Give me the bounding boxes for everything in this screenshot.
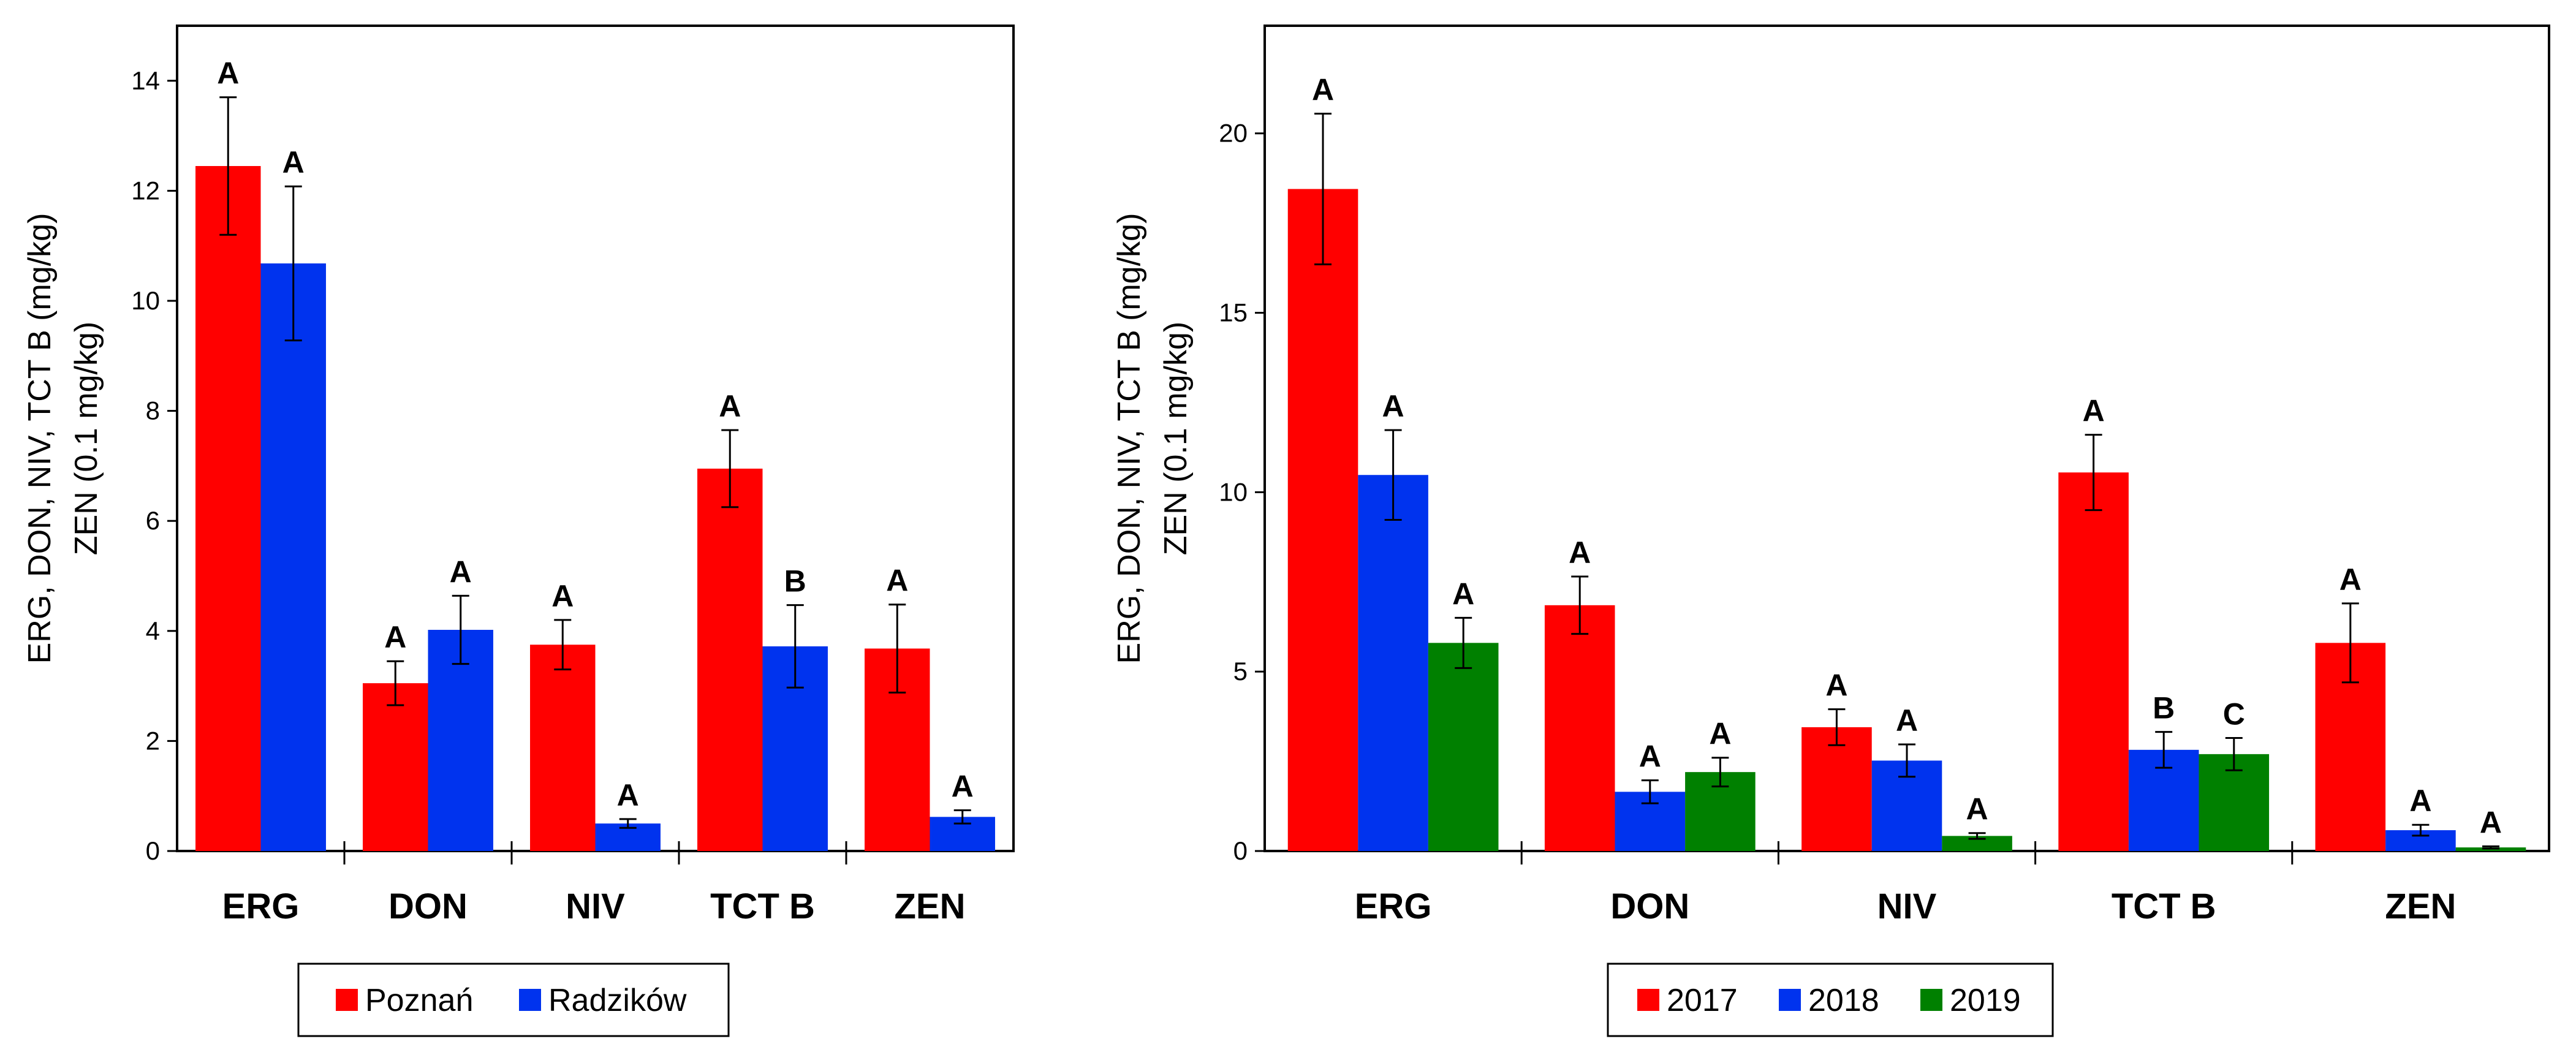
category-label: TCT B	[710, 887, 815, 926]
legend-label: 2017	[1667, 983, 1738, 1018]
bar	[1287, 189, 1358, 852]
legend-label: 2019	[1950, 983, 2021, 1018]
significance-label: A	[2409, 784, 2431, 818]
legend-box	[1607, 963, 2054, 1037]
significance-label: A	[617, 778, 639, 812]
significance-label: A	[1312, 72, 1334, 107]
significance-label: A	[282, 145, 305, 180]
legend-swatch	[1920, 989, 1942, 1011]
significance-label: A	[1569, 535, 1591, 570]
bar	[697, 468, 763, 851]
legend-box	[297, 963, 730, 1037]
bar	[1428, 643, 1499, 851]
y-tick-label: 4	[146, 616, 160, 645]
bar	[260, 263, 326, 851]
significance-label: A	[1825, 668, 1847, 703]
category-label: ZEN	[2385, 887, 2456, 926]
significance-label: A	[450, 554, 472, 589]
y-tick-label: 15	[1219, 298, 1248, 327]
legend-swatch	[336, 989, 358, 1011]
legend-swatch	[519, 989, 541, 1011]
significance-label: A	[1382, 389, 1404, 423]
significance-label: A	[551, 579, 574, 613]
legend-swatch	[1637, 989, 1659, 1011]
significance-label: C	[2223, 697, 2245, 732]
y-tick-label: 10	[131, 286, 160, 315]
significance-label: A	[217, 56, 239, 91]
category-label: DON	[388, 887, 468, 926]
y-tick-label: 12	[131, 176, 160, 205]
y-tick-label: 0	[146, 836, 160, 865]
bar	[428, 630, 493, 851]
category-label: NIV	[566, 887, 625, 926]
significance-label: A	[2480, 805, 2502, 839]
right-chart: 0 5 10 15 20 ERG, DON, NIV, TCT B (mg/kg) ZEN …	[1112, 25, 2550, 1037]
y-tick-label: 20	[1219, 119, 1248, 148]
y-tick-label: 6	[146, 506, 160, 535]
significance-label: A	[1709, 717, 1731, 751]
y-tick-label: 0	[1233, 836, 1248, 865]
significance-label: A	[1966, 792, 1988, 827]
category-label: ERG	[1355, 887, 1432, 926]
significance-label: A	[719, 389, 741, 423]
category-label: NIV	[1877, 887, 1937, 926]
significance-label: A	[1452, 577, 1474, 611]
bar	[530, 645, 596, 851]
y-tick-label: 8	[146, 396, 160, 425]
y-axis-label: ZEN (0.1 mg/kg)	[69, 322, 104, 555]
bar	[363, 683, 428, 851]
significance-label: B	[2153, 691, 2175, 725]
category-label: DON	[1610, 887, 1689, 926]
y-axis-label: ERG, DON, NIV, TCT B (mg/kg)	[22, 213, 58, 664]
significance-label: A	[2083, 394, 2105, 428]
legend-label: 2018	[1808, 983, 1879, 1018]
significance-label: A	[1639, 740, 1661, 774]
significance-label: B	[784, 564, 806, 599]
legend-label: Poznań	[365, 983, 473, 1018]
significance-label: A	[384, 620, 406, 654]
category-label: ZEN	[895, 887, 966, 926]
category-label: TCT B	[2112, 887, 2216, 926]
bar	[2058, 472, 2129, 851]
y-axis-label: ERG, DON, NIV, TCT B (mg/kg)	[1112, 213, 1147, 664]
category-label: ERG	[222, 887, 300, 926]
significance-label: A	[886, 564, 908, 598]
y-axis-label: ZEN (0.1 mg/kg)	[1158, 322, 1194, 555]
legend-label: Radzików	[548, 983, 687, 1018]
y-tick-label: 2	[146, 726, 160, 755]
significance-label: A	[1896, 703, 1918, 738]
legend-swatch	[1779, 989, 1801, 1011]
bar	[1544, 605, 1615, 851]
bar	[1801, 727, 1872, 851]
bar	[1358, 475, 1428, 851]
y-tick-label: 14	[131, 66, 160, 95]
y-tick-label: 5	[1233, 657, 1248, 686]
significance-label: A	[952, 770, 974, 804]
y-tick-label: 10	[1219, 477, 1248, 506]
left-chart: 0 2 4 6 8 10 12 14 ERG, DON, NIV, TCT B (mg/kg) Z…	[22, 25, 1015, 1037]
bar	[195, 165, 261, 851]
significance-label: A	[2339, 562, 2362, 597]
